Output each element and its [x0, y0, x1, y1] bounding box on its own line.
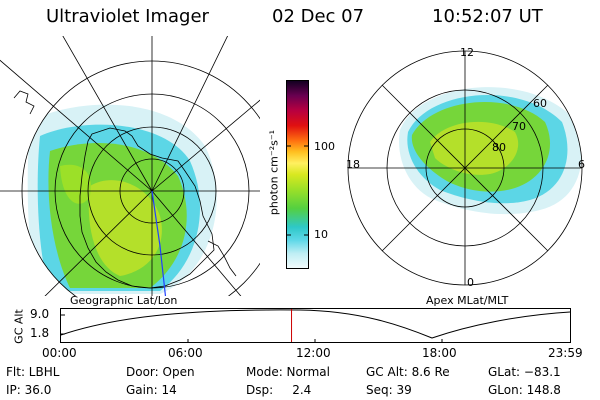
right-map-caption: Apex MLat/MLT	[426, 294, 509, 307]
colorbar-tick-100: 100	[314, 140, 335, 153]
alt-tick-1: 1.8	[30, 326, 50, 340]
mlt-label-6: 6	[578, 158, 585, 171]
mlt-label-0: 0	[467, 276, 474, 289]
info-door: Door: Open	[126, 365, 195, 379]
magnetic-meridian	[151, 190, 167, 296]
geographic-map	[0, 36, 260, 296]
longitude-grid	[0, 36, 260, 296]
right-aurora-image	[399, 87, 582, 215]
mlat-label-60: 60	[533, 97, 547, 110]
apex-grid	[347, 50, 583, 286]
x-tick-2359: 23:59	[548, 346, 583, 360]
info-gain: Gain: 14	[126, 383, 177, 397]
left-aurora-image	[27, 104, 217, 294]
alt-axis-label: GC Alt	[12, 309, 26, 344]
mlt-label-18: 18	[346, 158, 360, 171]
apex-map	[347, 50, 583, 286]
info-glat: GLat: −83.1	[488, 365, 561, 379]
info-flt: Flt: LBHL	[6, 365, 60, 379]
altitude-plot	[60, 308, 571, 343]
alt-tick-9: 9.0	[30, 307, 50, 321]
info-seq: Seq: 39	[366, 383, 412, 397]
colorbar	[286, 80, 309, 269]
date-label: 02 Dec 07	[272, 6, 365, 27]
altitude-curve	[60, 309, 571, 339]
time-label: 10:52:07 UT	[432, 6, 543, 27]
colorbar-tick-10: 10	[314, 228, 328, 241]
info-glon: GLon: 148.8	[488, 383, 561, 397]
mlt-label-12: 12	[460, 46, 474, 59]
colorbar-unit-label: photon cm⁻²s⁻¹	[267, 129, 281, 216]
left-map-caption: Geographic Lat/Lon	[70, 294, 178, 307]
mlat-label-80: 80	[492, 141, 506, 154]
mlat-label-70: 70	[512, 120, 526, 133]
info-mode: Mode: Normal	[246, 365, 330, 379]
info-dsp: Dsp: 2.4	[246, 383, 312, 397]
x-tick-0600: 06:00	[168, 346, 203, 360]
x-tick-1200: 12:00	[296, 346, 331, 360]
x-tick-1800: 18:00	[422, 346, 457, 360]
x-tick-0000: 00:00	[42, 346, 77, 360]
info-ip: IP: 36.0	[6, 383, 52, 397]
info-gc-alt: GC Alt: 8.6 Re	[366, 365, 450, 379]
app-title: Ultraviolet Imager	[46, 6, 209, 27]
